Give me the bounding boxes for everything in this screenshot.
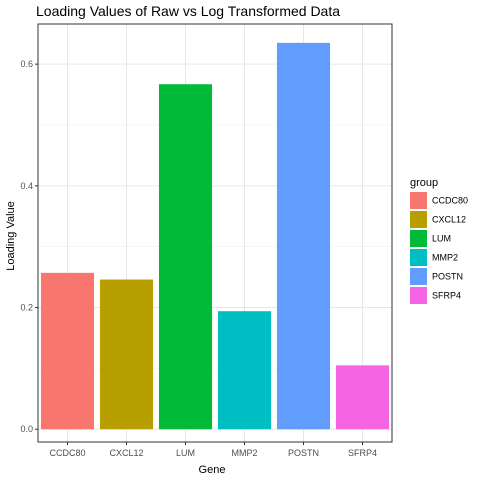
legend-key-ccdc80 [410, 192, 427, 209]
y-tick-label: 0.2 [20, 303, 33, 313]
y-axis-title: Loading Value [5, 201, 17, 271]
panel-background [38, 24, 392, 442]
x-axis-title: Gene [199, 464, 226, 476]
bar-postn [276, 42, 331, 430]
legend-label: LUM [432, 234, 451, 244]
legend-label: MMP2 [432, 253, 458, 263]
y-axis-ticks: 0.0 0.2 0.4 0.6 [20, 59, 38, 434]
x-tick-label: CXCL12 [109, 448, 143, 458]
legend-label: POSTN [432, 272, 463, 282]
x-axis-ticks: CCDC80 CXCL12 LUM MMP2 POSTN SFRP4 [49, 442, 377, 458]
legend-label: SFRP4 [432, 291, 461, 301]
x-tick-label: POSTN [288, 448, 319, 458]
legend-label: CXCL12 [432, 215, 466, 225]
bar-sfrp4 [335, 365, 390, 430]
x-tick-label: LUM [176, 448, 195, 458]
bar-ccdc80 [40, 272, 95, 430]
chart-title: Loading Values of Raw vs Log Transformed… [36, 3, 340, 19]
bar-lum [158, 84, 213, 430]
legend: group CCDC80 CXCL12 LUM MMP2 POSTN SFRP4 [410, 177, 468, 304]
legend-key-cxcl12 [410, 211, 427, 228]
legend-key-mmp2 [410, 249, 427, 266]
bar-mmp2 [217, 311, 272, 430]
x-tick-label: SFRP4 [348, 448, 377, 458]
panel-border [37, 23, 393, 443]
legend-title: group [410, 177, 438, 189]
legend-key-lum [410, 230, 427, 247]
bars [37, 23, 393, 443]
y-tick-label: 0.4 [20, 181, 33, 191]
y-tick-label: 0.6 [20, 59, 33, 69]
y-tick-label: 0.0 [20, 424, 33, 434]
legend-label: CCDC80 [432, 196, 468, 206]
x-tick-label: CCDC80 [49, 448, 85, 458]
x-tick-label: MMP2 [231, 448, 257, 458]
legend-key-sfrp4 [410, 287, 427, 304]
legend-key-postn [410, 268, 427, 285]
bar-cxcl12 [99, 279, 154, 430]
